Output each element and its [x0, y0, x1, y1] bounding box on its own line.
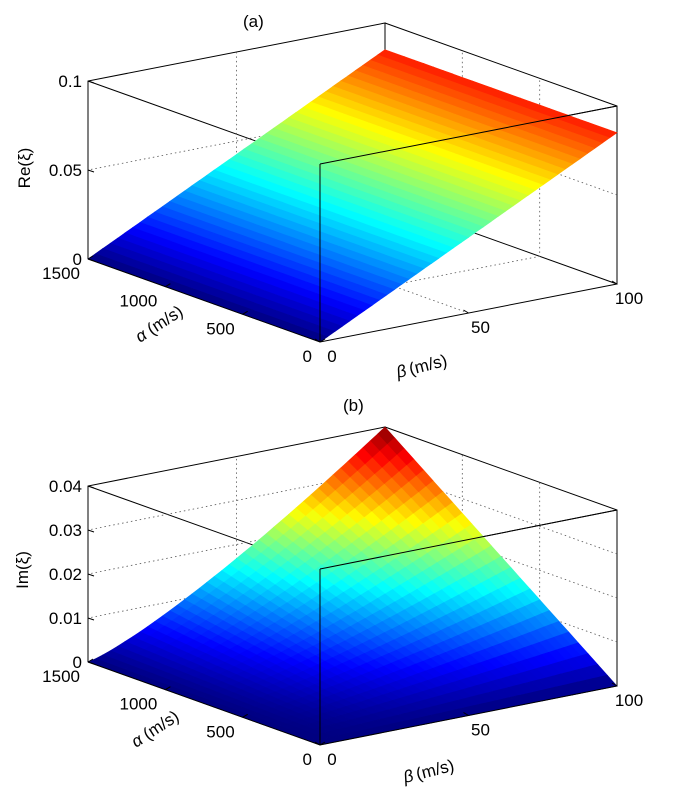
panel-b-alpha-ticks: 0 500 1000 1500	[42, 658, 326, 769]
beta-tick-mark	[314, 741, 321, 746]
beta-tick-mark	[314, 338, 321, 343]
panel-a-beta-symbol: β	[393, 361, 408, 382]
alpha-tick-label: 1500	[42, 264, 80, 283]
alpha-tick-mark	[242, 713, 248, 718]
alpha-tick-mark	[165, 283, 171, 288]
z-tick-label: 0.03	[49, 521, 82, 540]
panel-a-beta-axis-label: β (m/s)	[393, 351, 449, 382]
beta-tick-label: 50	[471, 721, 490, 740]
alpha-tick-label: 0	[303, 347, 312, 366]
z-tick-label: 0.05	[49, 161, 82, 180]
z-tick-label: 0.01	[49, 609, 82, 628]
panel-b-beta-symbol: β	[400, 766, 415, 787]
beta-tick-mark	[463, 712, 469, 716]
alpha-tick-mark	[319, 338, 326, 343]
beta-tick-mark	[463, 309, 469, 314]
alpha-tick-label: 500	[206, 319, 234, 338]
alpha-tick-label: 500	[206, 722, 234, 741]
beta-tick-label: 0	[327, 750, 336, 769]
z-tick-label: 0	[73, 250, 82, 269]
beta-tick-mark	[611, 682, 618, 687]
z-tick-mark	[87, 617, 95, 621]
z-tick-mark	[87, 661, 95, 665]
alpha-tick-mark	[165, 686, 171, 691]
panel-b-title: (b)	[343, 396, 364, 415]
z-tick-mark	[87, 80, 95, 84]
panel-b-beta-axis-label: β (m/s)	[400, 756, 456, 787]
alpha-tick-mark	[87, 658, 94, 663]
alpha-tick-mark	[319, 741, 326, 746]
alpha-tick-label: 0	[303, 750, 312, 769]
z-tick-mark	[87, 485, 95, 489]
beta-tick-label: 100	[615, 289, 643, 308]
z-tick-mark	[87, 573, 95, 577]
panel-b: (b) 0 0.01 0.02 0.03 0.04 0 500 1000 1500 0 50 10…	[13, 396, 643, 787]
panel-a-beta-ticks: 0 50 100	[314, 280, 643, 366]
alpha-tick-mark	[242, 310, 248, 315]
grid-line-z	[87, 470, 618, 555]
z-tick-label: 0.02	[49, 565, 82, 584]
panel-a-surface	[87, 49, 618, 343]
beta-tick-mark	[611, 280, 618, 285]
panel-b-beta-ticks: 0 50 100	[314, 682, 643, 769]
panel-b-beta-unit: (m/s)	[414, 756, 456, 784]
panel-b-surface	[87, 426, 618, 746]
z-tick-mark	[87, 529, 95, 533]
z-tick-label: 0.04	[49, 477, 82, 496]
z-tick-mark	[87, 258, 95, 262]
panel-a-z-ticks: 0 0.05 0.1	[49, 72, 95, 269]
grid-line-alpha	[242, 78, 541, 315]
alpha-tick-label: 1500	[42, 667, 80, 686]
z-tick-label: 0.1	[58, 72, 82, 91]
panel-a-alpha-ticks: 0 500 1000 1500	[42, 255, 326, 366]
alpha-tick-mark	[87, 255, 94, 260]
panel-b-z-ticks: 0 0.01 0.02 0.03 0.04	[49, 477, 95, 672]
alpha-tick-label: 1000	[120, 695, 158, 714]
panel-a-z-axis-label: Re(ξ)	[15, 148, 34, 189]
z-tick-mark	[87, 169, 95, 173]
panel-b-z-axis-label: Im(ξ)	[13, 551, 32, 589]
panel-a-beta-unit: (m/s)	[407, 351, 449, 379]
alpha-tick-label: 1000	[120, 292, 158, 311]
beta-tick-label: 50	[471, 318, 490, 337]
grid-line-z	[87, 514, 618, 599]
z-tick-label: 0	[73, 653, 82, 672]
beta-tick-label: 100	[615, 691, 643, 710]
beta-tick-label: 0	[327, 347, 336, 366]
panel-a-title: (a)	[243, 12, 264, 31]
